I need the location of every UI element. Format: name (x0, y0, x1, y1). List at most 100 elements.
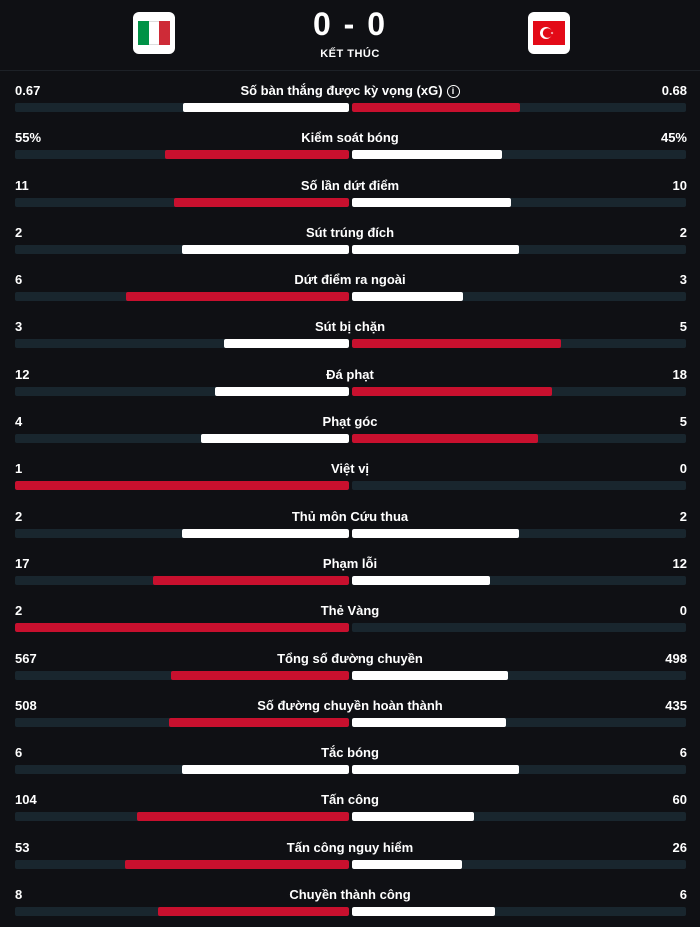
stat-label: Dứt điểm ra ngoài (0, 272, 700, 287)
home-stat-bar (15, 623, 349, 633)
home-stat-bar (200, 434, 349, 444)
turkey-flag-icon[interactable] (528, 12, 570, 54)
stat-row: 6 Dứt điểm ra ngoài 3 (0, 263, 700, 310)
home-stat-track (15, 103, 349, 112)
away-stat-track (352, 623, 686, 633)
home-stat-value: 4 (15, 414, 23, 430)
info-icon[interactable]: i (446, 85, 460, 98)
stat-row: 53 Tấn công nguy hiểm 26 (0, 831, 700, 878)
stat-label-text: Tắc bóng (321, 745, 379, 761)
away-stat-value: 0.68 (661, 83, 687, 98)
home-stat-track (15, 386, 349, 396)
home-stat-value: 6 (15, 745, 23, 761)
home-stat-bar (182, 765, 349, 775)
away-stat-bar (352, 528, 519, 538)
home-stat-bar (182, 528, 349, 538)
away-stat-bar (352, 575, 491, 585)
away-stat-value: 12 (672, 555, 687, 571)
stat-row: 11 Số lần dứt điểm 10 (0, 169, 700, 216)
away-stat-value: 10 (672, 177, 687, 193)
stat-label: Sút trúng đích (0, 225, 700, 240)
stat-label: Thủ môn Cứu thua (0, 509, 700, 524)
away-stat-value: 3 (679, 272, 687, 288)
away-stat-track (352, 765, 686, 775)
home-stat-value: 17 (15, 555, 30, 571)
away-stat-bar (352, 244, 519, 254)
stat-label: Thẻ Vàng (0, 603, 700, 618)
home-stat-track (15, 765, 349, 775)
home-stat-bar (165, 150, 349, 160)
stat-label-text: Số bàn thắng được kỳ vọng (xG) (240, 83, 443, 98)
away-stat-value: 2 (679, 224, 687, 240)
home-stat-bar (223, 339, 349, 349)
stat-label-text: Số lần dứt điểm (300, 177, 400, 193)
away-stat-bar (352, 717, 507, 727)
stat-label-text: Thủ môn Cứu thua (291, 508, 409, 524)
match-score: 0 - 0 (312, 6, 388, 42)
away-stat-value: 5 (679, 414, 687, 430)
away-stat-bar (352, 907, 496, 917)
home-stat-bar (158, 907, 349, 917)
home-stat-bar (124, 859, 349, 869)
home-stat-track (15, 859, 349, 869)
stat-label-text: Kiểm soát bóng (301, 130, 399, 146)
away-stat-value: 6 (679, 887, 687, 903)
home-stat-value: 53 (15, 839, 30, 855)
home-stat-value: 0.67 (15, 83, 41, 98)
stat-row: 567 Tổng số đường chuyền 498 (0, 642, 700, 689)
away-stat-value: 6 (679, 745, 687, 761)
stat-label: Tổng số đường chuyền (0, 651, 700, 666)
away-stat-bar (352, 197, 512, 207)
away-stat-value: 498 (665, 650, 687, 666)
home-stat-track (15, 907, 349, 917)
away-stat-track (352, 481, 686, 491)
stat-label: Việt vị (0, 461, 700, 476)
italy-flag-icon[interactable] (133, 12, 175, 54)
home-stat-value: 11 (15, 177, 29, 193)
stat-label-text: Số đường chuyền hoàn thành (257, 697, 443, 713)
stat-label-text: Dứt điểm ra ngoài (294, 272, 406, 288)
home-stat-bar (183, 103, 349, 112)
away-stat-track (352, 670, 686, 680)
away-stat-bar (352, 434, 538, 444)
stat-label: Kiểm soát bóng (0, 130, 700, 145)
stat-label-text: Việt vị (330, 461, 370, 477)
away-stat-value: 0 (679, 461, 687, 477)
home-stat-track (15, 244, 349, 254)
home-stat-track (15, 812, 349, 822)
stat-label-text: Thẻ Vàng (320, 603, 380, 619)
match-status: KẾT THÚC (320, 48, 380, 60)
match-header: 0 - 0 KẾT THÚC (0, 0, 700, 71)
away-stat-track (352, 859, 686, 869)
away-stat-track (352, 244, 686, 254)
stat-row: 1 Việt vị 0 (0, 452, 700, 499)
away-stat-value: 5 (679, 319, 687, 335)
home-stat-value: 508 (15, 697, 37, 713)
stat-row: 55% Kiểm soát bóng 45% (0, 121, 700, 168)
stat-label-text: Phạt góc (322, 414, 378, 430)
stat-label-text: Đá phạt (326, 366, 374, 382)
away-stat-track (352, 812, 686, 822)
stat-row: 3 Sút bị chặn 5 (0, 310, 700, 357)
home-stat-track (15, 528, 349, 538)
stat-label-text: Sút trúng đích (305, 224, 395, 240)
away-stat-value: 45% (660, 130, 687, 146)
stat-label: Số đường chuyền hoàn thành (0, 698, 700, 713)
stat-label: Phạt góc (0, 414, 700, 429)
away-stat-bar (352, 292, 464, 302)
stat-label-text: Tấn công (321, 792, 379, 808)
stat-row: 8 Chuyền thành công 6 (0, 878, 700, 925)
home-stat-value: 2 (15, 603, 23, 619)
away-stat-track (352, 434, 686, 444)
away-stat-track (352, 197, 686, 207)
home-stat-bar (171, 670, 349, 680)
away-stat-value: 435 (665, 697, 687, 713)
stat-row: 4 Phạt góc 5 (0, 405, 700, 452)
home-stat-bar (126, 292, 349, 302)
away-stat-value: 18 (672, 366, 687, 382)
home-stat-track (15, 197, 349, 207)
home-stat-value: 55% (15, 130, 42, 146)
home-stat-value: 2 (15, 508, 23, 524)
stat-row: 12 Đá phạt 18 (0, 358, 700, 405)
away-stat-track (352, 575, 686, 585)
